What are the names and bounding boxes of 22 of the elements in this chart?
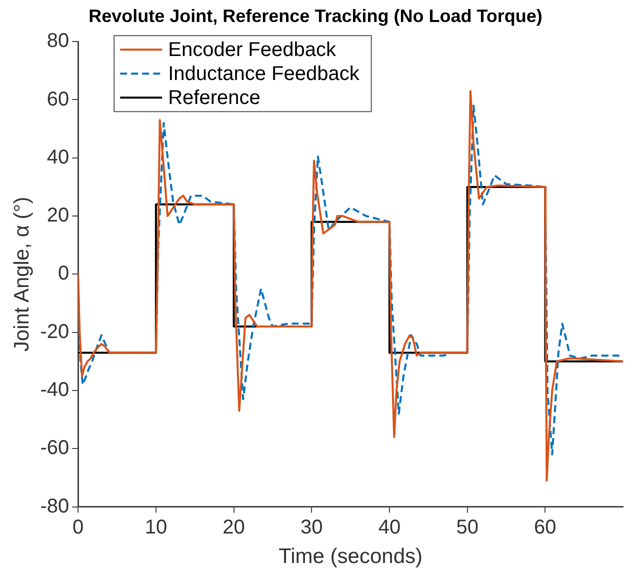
- y-tick-label: 0: [58, 262, 70, 285]
- x-tick-label: 40: [378, 516, 401, 538]
- y-tick-label: -40: [40, 379, 70, 402]
- y-tick-label: -80: [40, 495, 70, 518]
- y-tick-label: -20: [40, 320, 70, 343]
- y-tick-label: 40: [46, 146, 70, 168]
- x-tick-label: 60: [534, 516, 556, 538]
- legend-label: Inductance Feedback: [168, 63, 360, 86]
- y-axis-title: Joint Angle, α (°): [10, 196, 34, 352]
- legend-label: Reference: [168, 87, 260, 110]
- x-axis-title: Time (seconds): [278, 545, 423, 568]
- y-tick-label: 80: [46, 30, 70, 52]
- y-tick-label: 60: [46, 88, 70, 110]
- chart-title: Revolute Joint, Reference Tracking (No Load Torque): [88, 6, 542, 26]
- x-tick-label: 20: [222, 516, 245, 538]
- legend-label: Encoder Feedback: [168, 39, 337, 62]
- x-tick-label: 0: [72, 516, 84, 538]
- x-tick-label: 10: [144, 516, 168, 538]
- y-tick-label: -60: [40, 437, 70, 460]
- x-tick-label: 30: [300, 516, 323, 538]
- x-tick-label: 50: [456, 516, 478, 538]
- y-tick-label: 20: [46, 204, 70, 227]
